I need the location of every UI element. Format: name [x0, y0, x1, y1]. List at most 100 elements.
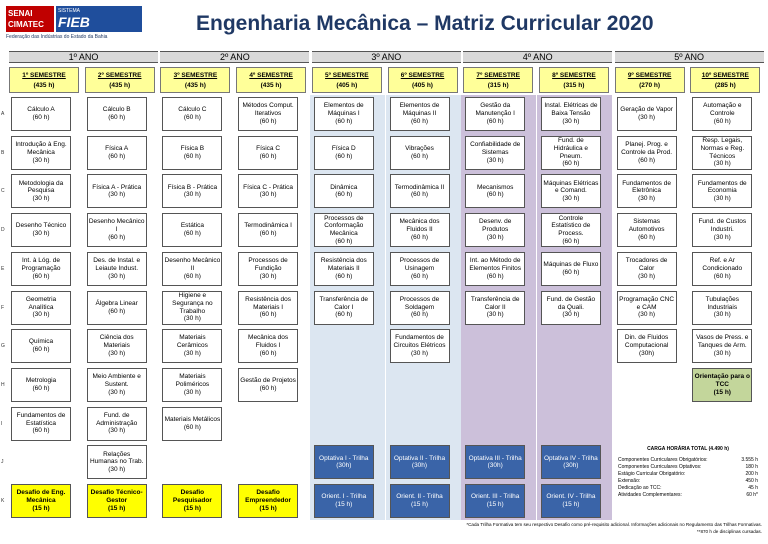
course-name: Metodologia da Pesquisa [18, 179, 64, 195]
course-name: Elementos de Máquinas I [323, 102, 364, 118]
summary-label: Componentes Curriculares Optativos: [618, 464, 702, 470]
course-name: Processos de Conformação Mecânica [324, 214, 364, 238]
course-name: Mecânica dos Fluidos I [248, 334, 289, 350]
footnote: *Cada Trilha Formativa tem seu respectiv… [466, 522, 762, 527]
summary-value: 180 h [745, 464, 758, 470]
course-cell: Métodos Comput. Iterativos (60 h) [238, 97, 299, 131]
course-name: Processos de Usinagem [399, 257, 440, 272]
course-cell: Cálculo A (60 h) [11, 97, 71, 131]
course-name: Optativa I - Trilha [319, 454, 369, 462]
course-name: Física B - Prática [167, 183, 218, 191]
course-cell: Gestão de Projetos (60 h) [238, 367, 299, 402]
course-cell: Ref. e Ar Condicionado (60 h) [692, 251, 753, 286]
course-cell: Orientação para o TCC (15 h) [692, 367, 753, 402]
course-cell: Elementos de Máquinas II (60 h) [389, 97, 450, 131]
course-hours: (60 h) [335, 272, 353, 280]
course-hours: (60 h) [32, 427, 50, 435]
summary-value: 450 h [745, 478, 758, 484]
summary-label: Dedicação ao TCC: [618, 485, 662, 491]
course-hours: (60 h) [335, 117, 353, 125]
course-name: Fundamentos de Circuitos Elétricos [393, 334, 446, 350]
semester-header: 6º SEMESTRE (405 h) [387, 67, 458, 93]
summary-row: Estágio Curricular Obrigatório: 200 h [610, 471, 766, 478]
course-hours: (30 h) [411, 350, 428, 358]
course-name: Vibrações [405, 144, 434, 152]
course-hours: (60 h) [486, 117, 504, 125]
course-name: Desafio Pesquisador [172, 489, 212, 505]
course-name: Cálculo A [27, 106, 55, 114]
brand: SENAI CIMATEC [8, 9, 44, 29]
summary-label: Atividades Complementares: [618, 492, 682, 498]
course-name: Din. de Fluidos Computacional [624, 334, 669, 350]
course-hours: (30 h) [259, 272, 277, 280]
course-hours: (30 h) [108, 427, 126, 435]
summary-row: Componentes Curriculares Obrigatórios: 3.… [610, 457, 766, 464]
summary-items: Componentes Curriculares Obrigatórios: 3.… [610, 457, 766, 499]
course-cell: Materiais Metálicos (60 h) [162, 406, 223, 441]
course-name: Desenv. de Produtos [478, 218, 512, 234]
course-cell: Estática (60 h) [162, 213, 223, 248]
course-hours: (60 h) [259, 117, 277, 125]
course-hours: (30 h) [638, 272, 656, 280]
course-hours: (60 h) [259, 152, 277, 160]
course-name: Fundamentos de Eletrônica [622, 179, 671, 195]
course-name: Fundamentos de Estatística [16, 411, 66, 427]
course-hours: (30h) [639, 350, 655, 358]
course-cell: Orient. II - Trilha (15 h) [389, 484, 450, 518]
row-letter: C [1, 188, 5, 195]
course-cell: Fund. de Custos Industri. (30 h) [692, 213, 753, 248]
course-name: Fund. de Gestão da Quali. [546, 295, 596, 311]
course-name: Meio Ambiente e Sustent. [92, 373, 141, 388]
course-hours: (60 h) [638, 156, 656, 164]
course-cell: Materiais Poliméricos (30 h) [162, 367, 223, 402]
course-cell: Desafio de Eng. Mecânica (15 h) [11, 484, 71, 518]
course-cell: Controle Estatístico de Process. (60 h) [540, 213, 601, 248]
course-hours: (60 h) [32, 384, 50, 392]
course-cell: Orient. III - Trilha (15 h) [465, 484, 526, 518]
semester-header: 10º SEMESTRE (285 h) [690, 67, 761, 93]
course-hours: (15 h) [562, 501, 580, 508]
course-hours: (15 h) [335, 501, 353, 508]
semester-header: 8º SEMESTRE (315 h) [538, 67, 609, 93]
course-cell: Materiais Cerâmicos (30 h) [162, 329, 223, 364]
summary-row: Dedicação ao TCC: 45 h [610, 485, 766, 492]
semester-hours: (435 h) [33, 81, 55, 89]
course-cell: Desenho Mecânico II (60 h) [162, 251, 223, 286]
course-name: Transferência de Calor I [319, 295, 369, 311]
course-cell: Resistência dos Materiais I (60 h) [238, 290, 299, 325]
course-cell: Resistência dos Materiais II (60 h) [313, 251, 374, 286]
course-hours: (30 h) [32, 156, 50, 164]
course-cell: Química (60 h) [11, 329, 71, 364]
course-name: Cálculo C [178, 106, 207, 114]
semester-label: 10º SEMESTRE [701, 71, 749, 79]
course-hours: (60 h) [411, 191, 428, 199]
course-hours: (30 h) [638, 195, 656, 203]
course-name: Física C - Prática [243, 183, 294, 191]
course-cell: Higiene e Segurança no Trabalho (30 h) [162, 290, 223, 325]
course-hours: (30 h) [108, 191, 126, 199]
year-header: 4º ANO [463, 51, 613, 63]
course-hours: (60 h) [183, 230, 201, 238]
course-name: Optativa II - Trilha [393, 454, 446, 462]
footnote: **870 h de disciplinas cursadas. [696, 529, 762, 534]
course-name: Orientação para o TCC [694, 373, 750, 388]
course-name: Física D [331, 144, 356, 152]
course-name: Resistência dos Materiais II [320, 257, 367, 272]
semester-hours: (435 h) [260, 81, 282, 89]
course-name: Química [28, 338, 54, 346]
course-hours: (60 h) [183, 152, 201, 160]
footnotes: *Cada Trilha Formativa tem seu respectiv… [466, 521, 762, 535]
course-name: Resistência dos Materiais I [245, 295, 292, 311]
course-hours: (30 h) [713, 160, 731, 168]
course-cell: Transferência de Calor II (30 h) [465, 290, 526, 325]
course-hours: (60 h) [411, 152, 428, 160]
course-cell: Desenho Mecânico I (60 h) [86, 213, 147, 248]
course-cell: Física C (60 h) [238, 135, 299, 170]
summary-value: 45 h [748, 485, 758, 491]
course-name: Mecânica dos Fluidos II [399, 218, 440, 234]
course-hours: (30h) [411, 462, 428, 470]
course-name: Automação e Controle [703, 102, 742, 118]
course-cell: Programação CNC e CAM (30 h) [616, 290, 677, 325]
course-cell: Orient. IV - Trilha (15 h) [540, 484, 601, 518]
summary-value: 3.555 h [741, 457, 758, 463]
